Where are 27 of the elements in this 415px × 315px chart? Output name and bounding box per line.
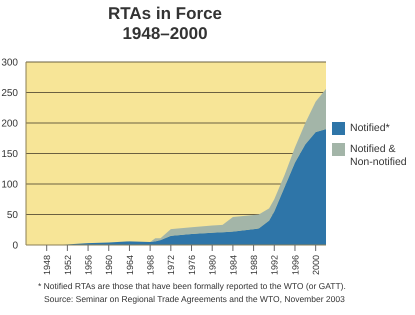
y-tick-label: 150 [1, 149, 18, 160]
y-tick-label: 250 [1, 88, 18, 100]
y-tick-label: 100 [1, 180, 18, 191]
text: * Notified RTAs are those that have been formally reported to the WTO (or GATT). [38, 280, 346, 293]
y-tick-label: 200 [1, 118, 18, 130]
x-tick-label: 1952 [62, 255, 73, 276]
x-tick-label: 1956 [83, 255, 94, 276]
x-tick-label: 1988 [248, 255, 259, 276]
x-tick-label: 1996 [290, 255, 300, 276]
x-tick-label: 1984 [228, 255, 238, 276]
chart-subtitle: 1948–2000 [121, 24, 209, 44]
x-tick-label: 2000 [311, 255, 322, 276]
x-tick-label: 1980 [208, 255, 218, 276]
legend-label: Notified & Non-notified [350, 143, 408, 169]
legend-label: Notified* [350, 122, 391, 135]
x-tick-label: 1992 [270, 255, 280, 276]
x-tick-label: 1964 [124, 255, 135, 276]
y-tick-label: 0 [12, 240, 18, 252]
x-tick-label: 1948 [42, 255, 52, 276]
source-note: Source: Seminar on Regional Trade Agreements and the WTO, November 2003 [43, 293, 346, 306]
x-tick-label: 1968 [146, 255, 156, 276]
x-tick-label: 1972 [166, 255, 176, 276]
y-tick-label: 50 [6, 210, 18, 222]
x-tick-label: 1976 [186, 255, 197, 276]
y-tick-label: 300 [1, 58, 18, 69]
chart-title: RTAs in Force [107, 4, 223, 24]
x-tick-label: 1960 [104, 255, 114, 276]
